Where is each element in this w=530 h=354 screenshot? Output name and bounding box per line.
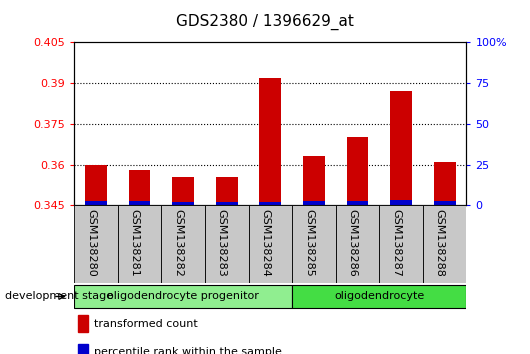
- Bar: [129, 170, 151, 205]
- Bar: [390, 91, 412, 205]
- Bar: [347, 201, 368, 205]
- Bar: [259, 78, 281, 205]
- Bar: [85, 165, 107, 205]
- Bar: [434, 162, 455, 205]
- FancyBboxPatch shape: [423, 205, 466, 283]
- Bar: [259, 202, 281, 205]
- Bar: [347, 137, 368, 205]
- Bar: [390, 200, 412, 205]
- Bar: [78, 344, 88, 354]
- FancyBboxPatch shape: [118, 205, 161, 283]
- Text: GSM138280: GSM138280: [86, 209, 96, 277]
- Bar: [129, 201, 151, 205]
- Bar: [216, 177, 237, 205]
- Bar: [172, 202, 194, 205]
- FancyBboxPatch shape: [249, 205, 292, 283]
- FancyBboxPatch shape: [161, 205, 205, 283]
- Bar: [85, 201, 107, 205]
- Text: percentile rank within the sample: percentile rank within the sample: [94, 347, 281, 354]
- FancyBboxPatch shape: [335, 205, 379, 283]
- FancyBboxPatch shape: [292, 205, 335, 283]
- FancyBboxPatch shape: [292, 285, 466, 308]
- Text: GSM138283: GSM138283: [217, 209, 227, 277]
- Text: transformed count: transformed count: [94, 319, 198, 329]
- Text: development stage: development stage: [5, 291, 113, 302]
- Text: GSM138286: GSM138286: [348, 209, 357, 277]
- Text: GSM138284: GSM138284: [260, 209, 270, 277]
- Text: GSM138282: GSM138282: [173, 209, 183, 277]
- Text: GSM138281: GSM138281: [129, 209, 139, 277]
- Text: GDS2380 / 1396629_at: GDS2380 / 1396629_at: [176, 14, 354, 30]
- Bar: [216, 202, 237, 205]
- FancyBboxPatch shape: [74, 205, 118, 283]
- FancyBboxPatch shape: [205, 205, 249, 283]
- FancyBboxPatch shape: [74, 285, 292, 308]
- Bar: [434, 201, 455, 205]
- Text: oligodendrocyte progenitor: oligodendrocyte progenitor: [107, 291, 259, 302]
- Bar: [303, 156, 325, 205]
- Text: oligodendrocyte: oligodendrocyte: [334, 291, 425, 302]
- Bar: [303, 201, 325, 205]
- Text: GSM138285: GSM138285: [304, 209, 314, 277]
- Text: GSM138288: GSM138288: [435, 209, 445, 277]
- FancyBboxPatch shape: [379, 205, 423, 283]
- Bar: [172, 177, 194, 205]
- Bar: [78, 315, 88, 332]
- Text: GSM138287: GSM138287: [391, 209, 401, 277]
